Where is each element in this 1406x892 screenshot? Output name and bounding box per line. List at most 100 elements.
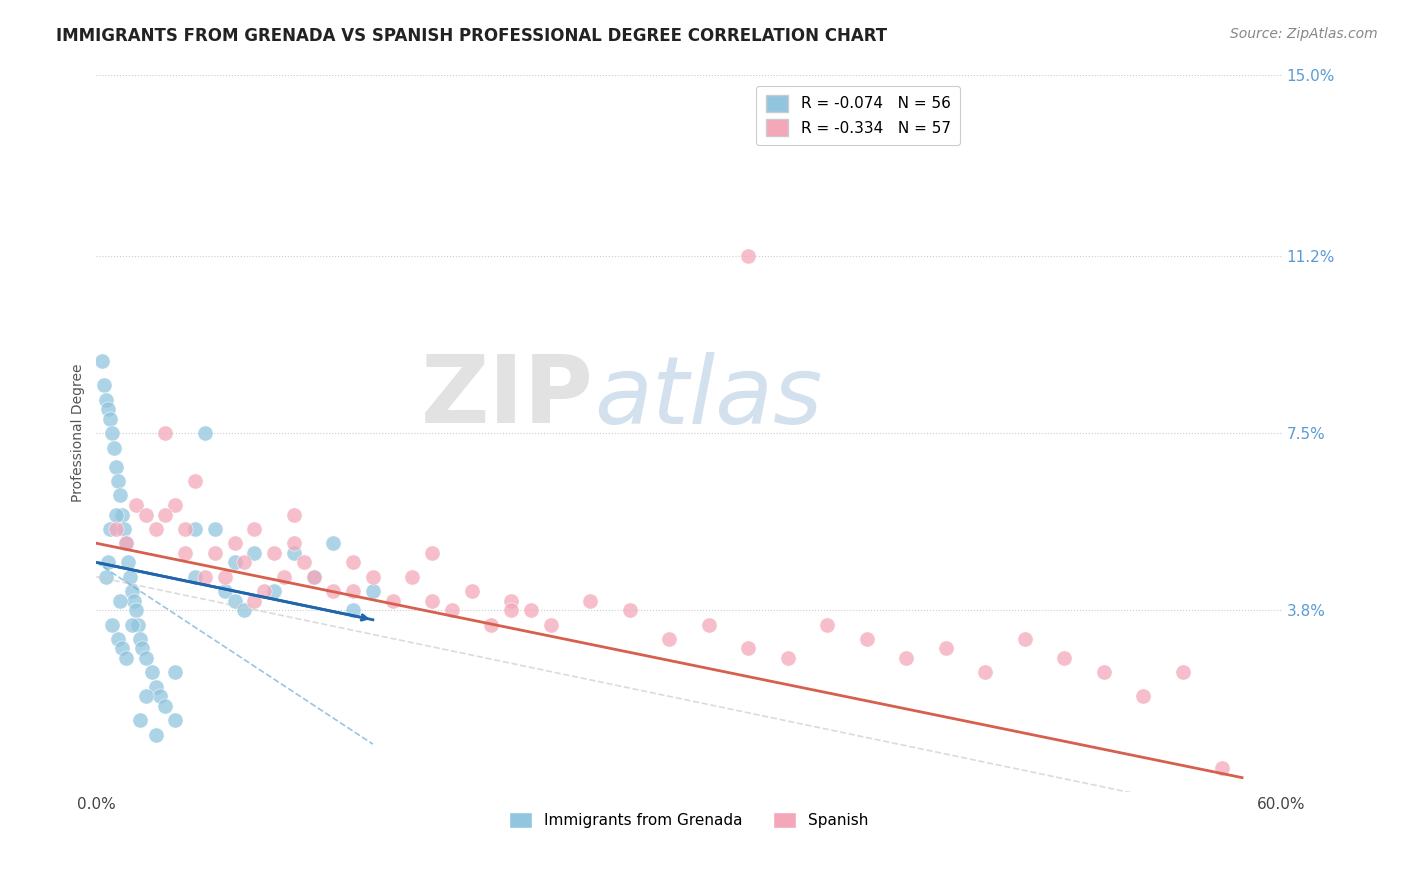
Point <box>224 536 246 550</box>
Point <box>194 426 217 441</box>
Point <box>91 354 114 368</box>
Point <box>118 570 141 584</box>
Point <box>440 603 463 617</box>
Point <box>204 546 226 560</box>
Text: IMMIGRANTS FROM GRENADA VS SPANISH PROFESSIONAL DEGREE CORRELATION CHART: IMMIGRANTS FROM GRENADA VS SPANISH PROFE… <box>56 27 887 45</box>
Point <box>460 584 482 599</box>
Point <box>540 617 562 632</box>
Point <box>420 546 443 560</box>
Point <box>155 508 177 522</box>
Point <box>361 584 384 599</box>
Point <box>214 584 236 599</box>
Point <box>302 570 325 584</box>
Point <box>108 593 131 607</box>
Point <box>501 603 523 617</box>
Legend: Immigrants from Grenada, Spanish: Immigrants from Grenada, Spanish <box>503 806 875 835</box>
Point <box>135 651 157 665</box>
Point <box>737 641 759 656</box>
Point <box>619 603 641 617</box>
Point <box>243 522 266 536</box>
Point <box>896 651 918 665</box>
Point <box>165 713 187 727</box>
Point <box>1211 761 1233 775</box>
Point <box>97 555 120 569</box>
Point <box>776 651 799 665</box>
Point <box>184 474 207 488</box>
Point <box>165 498 187 512</box>
Point <box>107 474 129 488</box>
Point <box>174 546 197 560</box>
Point <box>855 632 877 646</box>
Point <box>1014 632 1036 646</box>
Point <box>135 508 157 522</box>
Point <box>501 593 523 607</box>
Point <box>101 426 124 441</box>
Point <box>342 555 364 569</box>
Point <box>697 617 720 632</box>
Point <box>342 603 364 617</box>
Point <box>141 665 163 680</box>
Text: atlas: atlas <box>595 351 823 442</box>
Point <box>145 680 167 694</box>
Point <box>97 402 120 417</box>
Point <box>737 249 759 263</box>
Point <box>117 555 139 569</box>
Point <box>283 508 305 522</box>
Point <box>302 570 325 584</box>
Point <box>125 603 148 617</box>
Point <box>283 536 305 550</box>
Point <box>93 378 115 392</box>
Point <box>401 570 423 584</box>
Point <box>115 536 138 550</box>
Point <box>145 522 167 536</box>
Point <box>243 593 266 607</box>
Point <box>184 522 207 536</box>
Point <box>233 555 256 569</box>
Point <box>322 584 344 599</box>
Point <box>96 392 118 407</box>
Point <box>1053 651 1076 665</box>
Point <box>111 508 134 522</box>
Point <box>105 459 128 474</box>
Text: ZIP: ZIP <box>422 351 595 443</box>
Point <box>98 522 121 536</box>
Point <box>105 522 128 536</box>
Point <box>224 593 246 607</box>
Point <box>145 728 167 742</box>
Text: Source: ZipAtlas.com: Source: ZipAtlas.com <box>1230 27 1378 41</box>
Point <box>1092 665 1115 680</box>
Point <box>974 665 997 680</box>
Point <box>361 570 384 584</box>
Point <box>381 593 404 607</box>
Point <box>579 593 602 607</box>
Point <box>135 690 157 704</box>
Point <box>263 546 285 560</box>
Point <box>101 617 124 632</box>
Point <box>481 617 503 632</box>
Point <box>108 488 131 502</box>
Point <box>935 641 957 656</box>
Point <box>233 603 256 617</box>
Point <box>128 632 150 646</box>
Point <box>184 570 207 584</box>
Point <box>121 584 143 599</box>
Point <box>155 426 177 441</box>
Point <box>273 570 295 584</box>
Point <box>103 441 125 455</box>
Point <box>148 690 170 704</box>
Point <box>127 617 149 632</box>
Point <box>121 617 143 632</box>
Point <box>292 555 315 569</box>
Point <box>112 522 135 536</box>
Point <box>155 698 177 713</box>
Point <box>96 570 118 584</box>
Y-axis label: Professional Degree: Professional Degree <box>72 364 86 502</box>
Point <box>122 593 145 607</box>
Point <box>214 570 236 584</box>
Point <box>125 498 148 512</box>
Point <box>204 522 226 536</box>
Point <box>98 412 121 426</box>
Point <box>115 651 138 665</box>
Point <box>115 536 138 550</box>
Point <box>105 508 128 522</box>
